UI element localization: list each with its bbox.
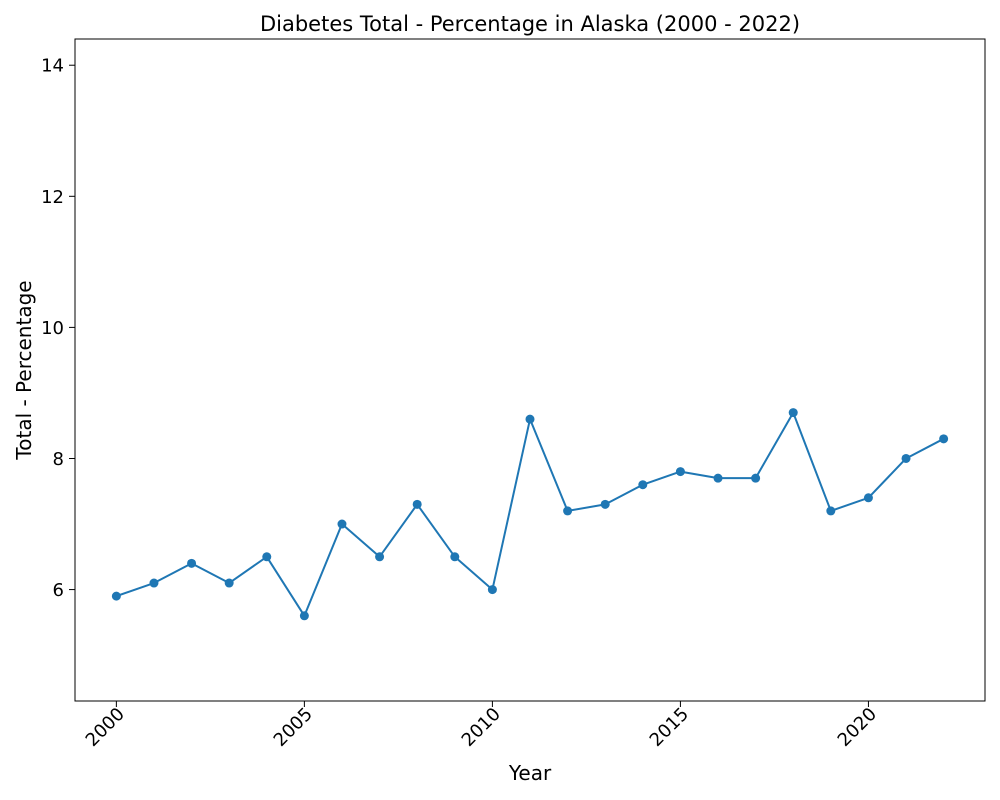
data-point xyxy=(788,408,798,418)
y-tick-label: 10 xyxy=(41,318,64,339)
data-point xyxy=(111,591,121,601)
data-point xyxy=(187,558,197,568)
data-point xyxy=(638,480,648,490)
data-point xyxy=(525,414,535,424)
x-tick-label: 2005 xyxy=(270,704,317,751)
data-point xyxy=(450,552,460,562)
data-point xyxy=(412,499,422,509)
x-axis: 2000 2005 2010 2015 2020 xyxy=(82,701,881,751)
x-axis-label: Year xyxy=(508,761,552,785)
data-point xyxy=(224,578,234,588)
data-point xyxy=(675,467,685,477)
data-point xyxy=(863,493,873,503)
y-tick-label: 12 xyxy=(41,187,64,208)
data-point xyxy=(563,506,573,516)
data-point xyxy=(939,434,949,444)
data-point xyxy=(713,473,723,483)
y-tick-label: 8 xyxy=(53,449,64,470)
data-point xyxy=(262,552,272,562)
y-tick-label: 14 xyxy=(41,56,64,77)
y-axis: 6 8 10 12 14 xyxy=(41,56,75,601)
data-point xyxy=(149,578,159,588)
x-tick-label: 2015 xyxy=(646,704,693,751)
data-point xyxy=(901,453,911,463)
y-axis-label: Total - Percentage xyxy=(12,280,36,460)
data-point xyxy=(487,585,497,595)
data-point xyxy=(751,473,761,483)
series-layer xyxy=(111,408,949,621)
data-point xyxy=(299,611,309,621)
data-point xyxy=(600,499,610,509)
x-tick-label: 2020 xyxy=(834,704,881,751)
plot-frame xyxy=(74,38,986,702)
data-point xyxy=(375,552,385,562)
data-point xyxy=(826,506,836,516)
data-point xyxy=(337,519,347,529)
plot-area xyxy=(75,39,985,701)
chart-title: Diabetes Total - Percentage in Alaska (2… xyxy=(260,12,800,36)
y-tick-label: 6 xyxy=(53,580,64,601)
x-tick-label: 2000 xyxy=(82,704,129,751)
x-tick-label: 2010 xyxy=(458,704,505,751)
